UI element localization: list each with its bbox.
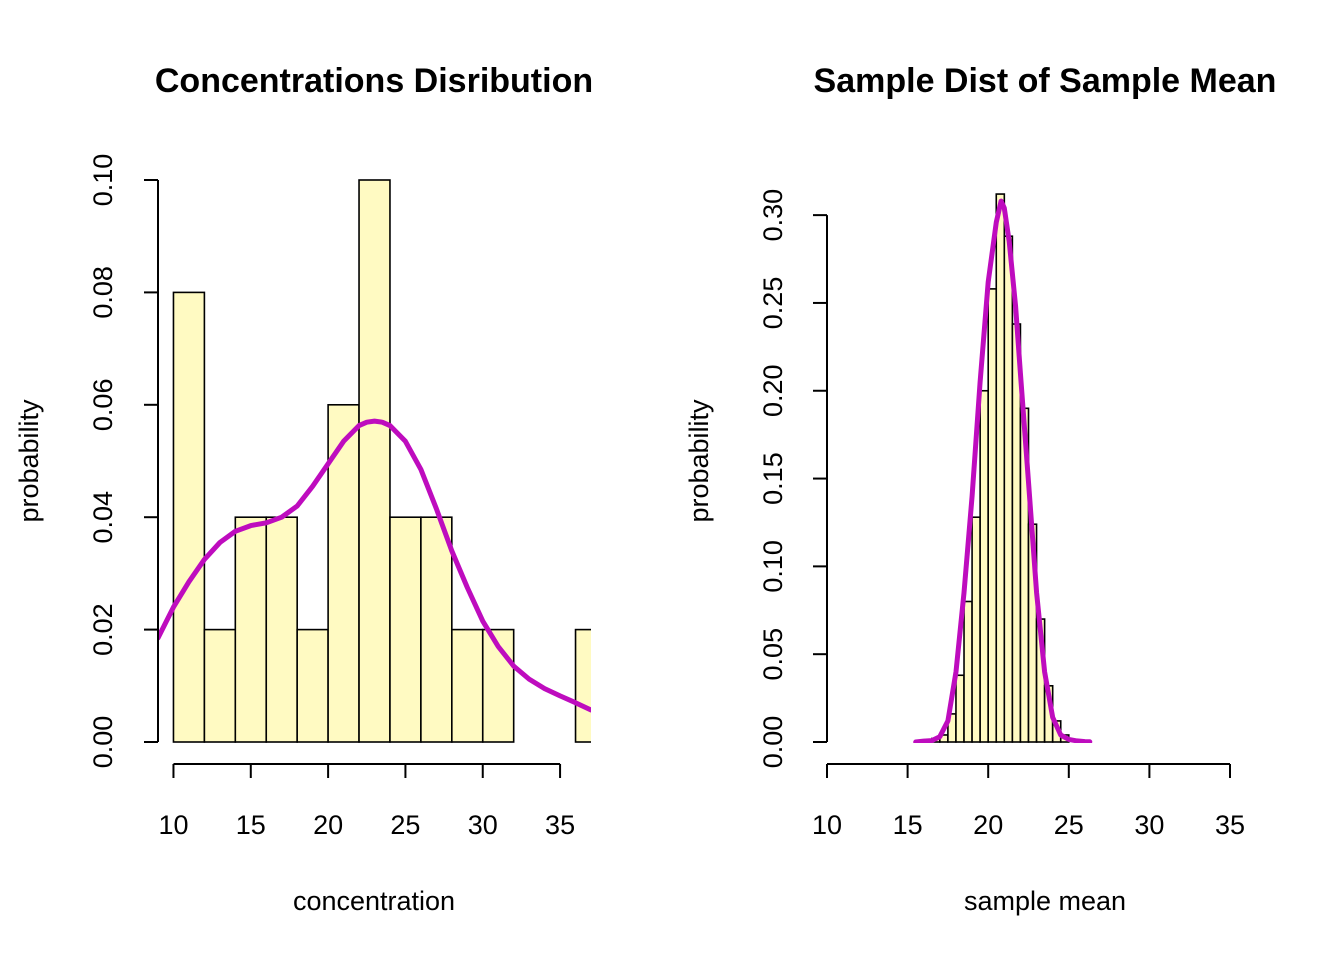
histogram-bar-sample-mean-6 (979, 389, 990, 743)
histogram-bar-concentration-9 (451, 628, 484, 743)
density-curve-sample-mean (913, 198, 1093, 743)
y-axis-sample-mean: 0.00 0.05 0.10 0.15 0.20 0.25 0.30 (758, 189, 828, 769)
histogram-bar-concentration-2 (234, 516, 268, 743)
x-tick-label-sample-mean-1: 15 (893, 810, 923, 840)
y-tick-label-concentration-3: 0.06 (88, 379, 118, 432)
x-tick-label-sample-mean-4: 30 (1134, 810, 1164, 840)
x-axis-sample-mean: 10 15 20 25 30 35 (812, 763, 1245, 840)
x-tick-label-concentration-2: 20 (313, 810, 343, 840)
histogram-bar-concentration-1 (203, 628, 237, 743)
histogram-bar-concentration-8 (420, 516, 453, 743)
y-tick-label-concentration-1: 0.02 (88, 603, 118, 656)
x-axis-concentration: 10 15 20 25 30 35 (158, 763, 575, 840)
y-tick-label-concentration-5: 0.10 (88, 154, 118, 207)
y-axis-label-probability-left: probability (14, 399, 44, 523)
x-tick-label-concentration-5: 35 (545, 810, 575, 840)
x-tick-label-sample-mean-5: 35 (1215, 810, 1245, 840)
y-tick-label-sample-mean-3: 0.15 (758, 452, 788, 505)
histogram-bar-sample-mean-4 (963, 600, 973, 743)
histogram-bar-concentration-5 (327, 403, 360, 743)
x-tick-label-concentration-0: 10 (158, 810, 188, 840)
x-tick-label-concentration-4: 30 (468, 810, 498, 840)
panel-sample-mean: Sample Dist of Sample Mean sample mean p… (684, 62, 1276, 916)
y-tick-label-sample-mean-1: 0.05 (758, 628, 788, 681)
histogram-bar-concentration-7 (389, 516, 422, 743)
histogram-bar-concentration-3 (265, 516, 298, 743)
y-tick-label-concentration-4: 0.08 (88, 266, 118, 319)
histogram-bars-sample-mean (930, 193, 1070, 743)
histogram-bar-concentration-13 (574, 628, 591, 743)
chart-title-concentrations: Concentrations Disribution (155, 62, 593, 100)
histogram-bar-sample-mean-8 (995, 193, 1006, 743)
x-tick-label-concentration-1: 15 (236, 810, 266, 840)
histogram-bar-concentration-4 (296, 628, 329, 743)
y-axis-label-probability-right: probability (684, 399, 714, 523)
histogram-bar-sample-mean-7 (987, 288, 998, 743)
y-tick-label-sample-mean-0: 0.00 (758, 716, 788, 769)
y-tick-label-sample-mean-5: 0.25 (758, 277, 788, 330)
x-tick-label-sample-mean-3: 25 (1054, 810, 1084, 840)
x-axis-label-sample-mean: sample mean (964, 886, 1126, 916)
y-tick-label-sample-mean-6: 0.30 (758, 189, 788, 242)
density-curve-group-sample-mean (913, 198, 1093, 743)
histogram-bar-sample-mean-3 (955, 674, 965, 743)
x-tick-label-sample-mean-2: 20 (973, 810, 1003, 840)
y-tick-label-concentration-0: 0.00 (88, 716, 118, 769)
histogram-bar-concentration-6 (358, 179, 391, 743)
y-tick-label-sample-mean-4: 0.20 (758, 364, 788, 417)
x-axis-label-concentration: concentration (293, 886, 455, 916)
histogram-bar-sample-mean-9 (1003, 235, 1014, 743)
chart-title-sample-mean: Sample Dist of Sample Mean (814, 62, 1277, 100)
panel-concentrations: Concentrations Disribution concentration… (14, 62, 593, 916)
histogram-bars-concentration (172, 179, 591, 743)
x-tick-label-concentration-3: 25 (390, 810, 420, 840)
density-curve-group-concentration (158, 418, 591, 713)
y-tick-label-concentration-2: 0.04 (88, 491, 118, 544)
density-curve-concentration (158, 418, 591, 713)
x-tick-label-sample-mean-0: 10 (812, 810, 842, 840)
histogram-bar-sample-mean-5 (971, 516, 981, 743)
y-tick-label-sample-mean-2: 0.10 (758, 540, 788, 593)
y-axis-concentration: 0.00 0.02 0.04 0.06 0.08 0.10 (88, 154, 159, 769)
histogram-bar-concentration-0 (172, 291, 206, 743)
